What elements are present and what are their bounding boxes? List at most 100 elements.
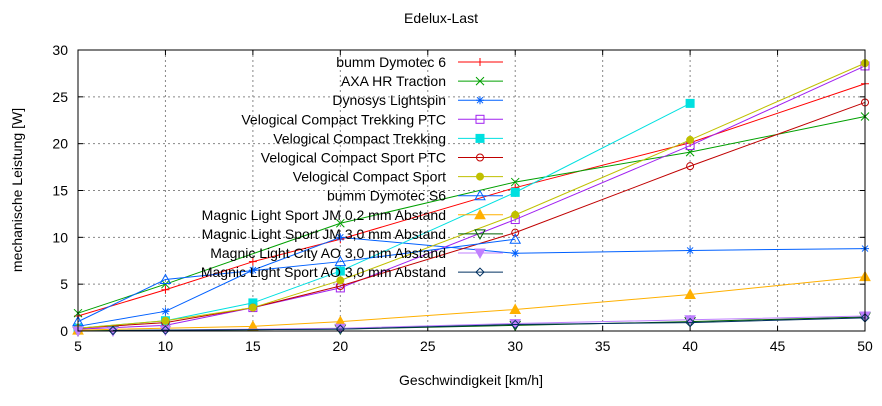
data-point <box>510 187 520 197</box>
data-point <box>248 257 257 266</box>
data-point <box>511 210 520 219</box>
legend-label: Magnic Light City AO 3,0 mm Abstand <box>210 245 446 261</box>
x-tick-label: 40 <box>682 338 698 354</box>
data-point <box>684 288 696 299</box>
legend-entry: bumm Dymotec 6 <box>336 54 503 70</box>
x-tick-label: 20 <box>333 338 349 354</box>
series-2 <box>74 233 869 331</box>
data-point <box>335 266 345 276</box>
data-point <box>160 325 171 335</box>
data-point <box>474 248 486 260</box>
data-point <box>247 320 259 331</box>
data-point <box>161 279 170 289</box>
data-point <box>474 229 486 240</box>
data-point <box>248 303 257 312</box>
data-point <box>336 233 345 242</box>
legend-label: Velogical Compact Trekking PTC <box>241 111 446 127</box>
legend-label: Magnic Light Sport JM 3,0 mm Abstand <box>202 226 446 242</box>
y-tick-label: 20 <box>52 136 68 152</box>
x-tick-label: 50 <box>857 338 873 354</box>
x-tick-label: 5 <box>74 338 82 354</box>
legend-entry: Velogical Compact Trekking <box>273 130 503 146</box>
series-line <box>77 101 866 329</box>
data-point <box>510 319 520 330</box>
data-point <box>475 76 485 86</box>
data-point <box>511 249 520 258</box>
data-point <box>684 315 696 326</box>
y-tick-label: 5 <box>60 276 68 292</box>
legend-label: Dynosys Lightspin <box>332 92 446 108</box>
legend: bumm Dymotec 6 AXA HR Traction Dynosys Lig… <box>201 54 503 280</box>
data-point <box>334 255 347 267</box>
data-point <box>335 218 345 228</box>
y-tick-label: 30 <box>52 42 68 58</box>
legend-label: Magnic Light Sport JM 0,2 mm Abstand <box>202 207 446 223</box>
data-point <box>475 267 485 277</box>
y-tick-label: 0 <box>60 323 68 339</box>
series-3 <box>73 61 870 334</box>
data-point <box>476 96 484 105</box>
data-point <box>685 317 695 328</box>
x-tick-label: 45 <box>770 338 786 354</box>
chart-title: Edelux-Last <box>404 10 478 26</box>
legend-label: AXA HR Traction <box>341 73 446 89</box>
data-point <box>686 162 695 171</box>
y-tick-label: 25 <box>52 89 68 105</box>
data-point <box>159 273 172 284</box>
x-tick-label: 30 <box>507 338 523 354</box>
series-5 <box>74 98 869 333</box>
data-point <box>161 316 170 325</box>
data-point <box>161 307 170 316</box>
data-point <box>161 285 170 294</box>
legend-label: Velogical Compact Trekking <box>273 130 446 146</box>
x-tick-label: 15 <box>245 338 261 354</box>
series-line <box>77 83 866 317</box>
legend-entry: Dynosys Lightspin <box>332 92 503 108</box>
legend-label: bumm Dymotec 6 <box>336 54 446 70</box>
legend-label: bumm Dymotec S6 <box>327 188 446 204</box>
y-tick-label: 15 <box>52 183 68 199</box>
data-point <box>476 172 484 181</box>
legend-label: Velogical Compact Sport PTC <box>261 150 446 166</box>
legend-entry: Magnic Light Sport JM 0,2 mm Abstand <box>202 207 503 223</box>
data-point <box>475 133 485 143</box>
y-axis-label: mechanische Leistung [W] <box>9 108 25 272</box>
legend-entry: Velogical Compact Sport <box>293 169 503 185</box>
legend-entry: Velogical Compact Trekking PTC <box>241 111 503 127</box>
data-point <box>511 228 520 237</box>
plot-frame <box>77 49 866 332</box>
series-line <box>112 317 866 332</box>
data-point <box>474 208 486 220</box>
legend-entry: Magnic Light Sport AO 3,0 mm Abstand <box>201 264 503 280</box>
series-line <box>77 276 866 331</box>
legend-entry: Magnic Light City AO 3,0 mm Abstand <box>210 245 503 261</box>
data-point <box>510 177 520 187</box>
data-point <box>475 114 485 124</box>
data-point <box>336 276 345 285</box>
x-tick-label: 25 <box>420 338 436 354</box>
legend-entry: Magnic Light Sport JM 3,0 mm Abstand <box>202 226 503 242</box>
x-tick-label: 10 <box>158 338 174 354</box>
data-point <box>108 325 118 336</box>
data-point <box>335 324 346 334</box>
data-point <box>476 58 484 66</box>
series-line <box>77 238 516 323</box>
series-group <box>72 59 871 338</box>
legend-label: Magnic Light Sport AO 3,0 mm Abstand <box>201 264 446 280</box>
grid <box>78 50 865 331</box>
legend-entry: bumm Dymotec S6 <box>327 188 503 204</box>
legend-entry: Velogical Compact Sport PTC <box>261 150 503 166</box>
x-tick-label: 35 <box>595 338 611 354</box>
legend-entry: AXA HR Traction <box>341 73 503 89</box>
data-point <box>686 246 695 255</box>
x-axis-label: Geschwindigkeit [km/h] <box>399 372 543 388</box>
series-8 <box>72 270 871 335</box>
series-7 <box>72 233 522 327</box>
data-point <box>509 233 522 244</box>
series-line <box>78 315 866 332</box>
data-point <box>509 303 522 314</box>
legend-label: Velogical Compact Sport <box>293 169 446 185</box>
data-point <box>685 98 695 108</box>
